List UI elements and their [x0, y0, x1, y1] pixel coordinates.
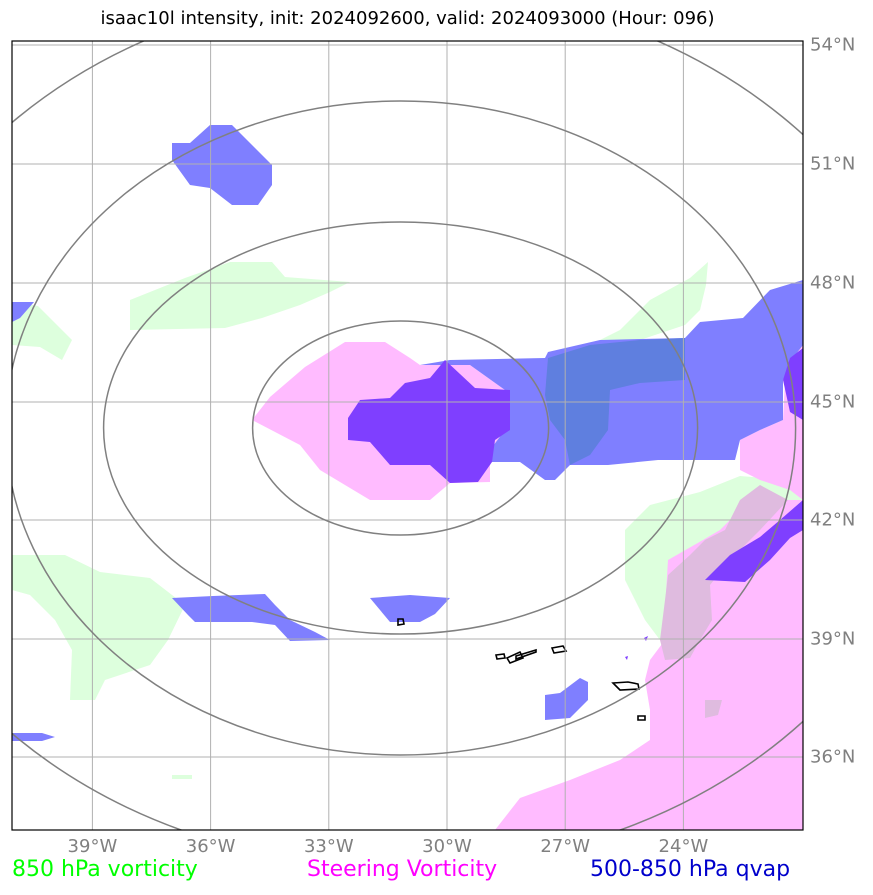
qvap-region-south-east	[545, 678, 588, 720]
qvap-region-edge	[12, 302, 34, 322]
range-ring	[251, 320, 550, 536]
qvap-region-far-west	[12, 733, 55, 741]
vort850-region-east	[553, 262, 708, 355]
lat-tick-label: 36°N	[810, 746, 856, 768]
contour-ring-7	[637, 715, 646, 721]
lat-tick-label: 48°N	[810, 272, 856, 294]
violet-region-southeast	[705, 500, 803, 582]
lon-tick-label: 33°W	[303, 836, 354, 857]
vort850-region-west	[12, 555, 185, 700]
lon-tick-label: 36°W	[185, 836, 236, 857]
contour-ring-2	[495, 653, 506, 660]
lat-tick-label: 51°N	[810, 153, 856, 175]
legend-steering-vorticity: Steering Vorticity	[307, 857, 498, 882]
overlap-speck	[705, 700, 722, 718]
lat-tick-label: 39°N	[810, 628, 856, 650]
lat-tick-label: 45°N	[810, 391, 856, 413]
contour-ring-3	[505, 650, 525, 664]
lon-tick-label: 39°W	[67, 836, 118, 857]
contour-ring-6	[611, 681, 640, 691]
vort850-region-north	[130, 262, 350, 330]
range-ring	[12, 100, 797, 756]
lon-tick-label: 30°W	[422, 836, 472, 857]
lat-tick-label: 42°N	[810, 509, 856, 531]
lon-tick-label: 24°W	[658, 836, 709, 857]
vort850-region-northwest	[12, 302, 72, 360]
contour-ring-1	[397, 618, 405, 626]
map-frame	[11, 40, 804, 831]
qvap-region-west	[172, 594, 330, 641]
qvap-region-northwest	[172, 125, 272, 205]
legend-qvap: 500-850 hPa qvap	[590, 857, 791, 882]
overlap-region-southeast	[660, 485, 788, 660]
lon-tick-label: 27°W	[540, 836, 591, 857]
map-title: isaac10l intensity, init: 2024092600, va…	[100, 8, 715, 29]
qvap-region-south-center	[370, 595, 450, 622]
lat-tick-label: 54°N	[810, 34, 856, 56]
range-ring	[102, 221, 699, 635]
vort850-speck	[172, 775, 192, 779]
contour-ring-4	[515, 648, 537, 661]
overlap-region-east-band	[545, 338, 685, 465]
legend-850-vorticity: 850 hPa vorticity	[12, 857, 198, 882]
steering-region-east	[495, 345, 803, 830]
violet-speck-2	[625, 656, 628, 660]
violet-region-center	[348, 360, 510, 483]
contour-ring-5	[550, 645, 568, 654]
